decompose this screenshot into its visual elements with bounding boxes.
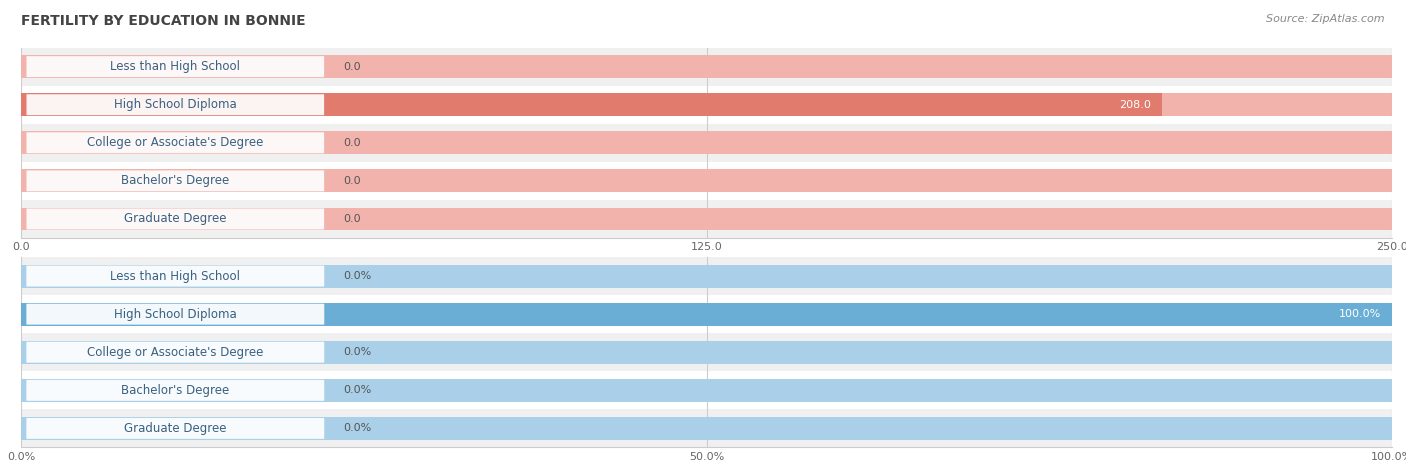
Bar	[21, 169, 1392, 192]
Text: Bachelor's Degree: Bachelor's Degree	[121, 174, 229, 188]
Text: 0.0%: 0.0%	[343, 271, 371, 281]
Text: 0.0%: 0.0%	[343, 347, 371, 357]
Text: Graduate Degree: Graduate Degree	[124, 212, 226, 226]
Bar	[21, 303, 1392, 326]
Bar	[21, 265, 1392, 288]
Text: Source: ZipAtlas.com: Source: ZipAtlas.com	[1267, 14, 1385, 24]
FancyBboxPatch shape	[27, 418, 325, 439]
FancyBboxPatch shape	[27, 266, 325, 287]
FancyBboxPatch shape	[27, 208, 325, 229]
FancyBboxPatch shape	[27, 132, 325, 153]
Text: 100.0%: 100.0%	[1339, 309, 1381, 319]
Text: 0.0: 0.0	[343, 61, 361, 72]
Bar	[21, 124, 1392, 162]
Bar	[21, 200, 1392, 238]
Bar	[21, 379, 1392, 402]
Text: Bachelor's Degree: Bachelor's Degree	[121, 384, 229, 397]
Text: Less than High School: Less than High School	[110, 60, 240, 73]
FancyBboxPatch shape	[27, 170, 325, 191]
FancyBboxPatch shape	[27, 56, 325, 77]
Text: High School Diploma: High School Diploma	[114, 98, 236, 111]
FancyBboxPatch shape	[27, 380, 325, 401]
Bar	[21, 409, 1392, 447]
Text: Graduate Degree: Graduate Degree	[124, 422, 226, 435]
FancyBboxPatch shape	[27, 94, 325, 115]
Bar	[21, 371, 1392, 409]
Bar	[21, 417, 1392, 440]
Bar	[21, 48, 1392, 86]
Bar	[21, 86, 1392, 124]
FancyBboxPatch shape	[27, 304, 325, 325]
Bar	[21, 55, 1392, 78]
Bar	[21, 333, 1392, 371]
Text: High School Diploma: High School Diploma	[114, 307, 236, 321]
Text: College or Associate's Degree: College or Associate's Degree	[87, 136, 263, 149]
Text: FERTILITY BY EDUCATION IN BONNIE: FERTILITY BY EDUCATION IN BONNIE	[21, 14, 305, 28]
Bar	[21, 131, 1392, 154]
Text: 208.0: 208.0	[1119, 99, 1150, 110]
Text: 0.0: 0.0	[343, 138, 361, 148]
Bar	[21, 257, 1392, 295]
Text: 0.0%: 0.0%	[343, 423, 371, 434]
FancyBboxPatch shape	[27, 342, 325, 363]
Bar	[21, 295, 1392, 333]
Text: Less than High School: Less than High School	[110, 269, 240, 283]
Bar	[21, 303, 1392, 326]
Text: 0.0%: 0.0%	[343, 385, 371, 396]
Bar	[21, 93, 1392, 116]
Text: 0.0: 0.0	[343, 176, 361, 186]
Bar	[21, 162, 1392, 200]
Text: 0.0: 0.0	[343, 214, 361, 224]
Bar	[21, 341, 1392, 364]
Text: College or Associate's Degree: College or Associate's Degree	[87, 346, 263, 359]
Bar	[21, 93, 1161, 116]
Bar	[21, 208, 1392, 230]
